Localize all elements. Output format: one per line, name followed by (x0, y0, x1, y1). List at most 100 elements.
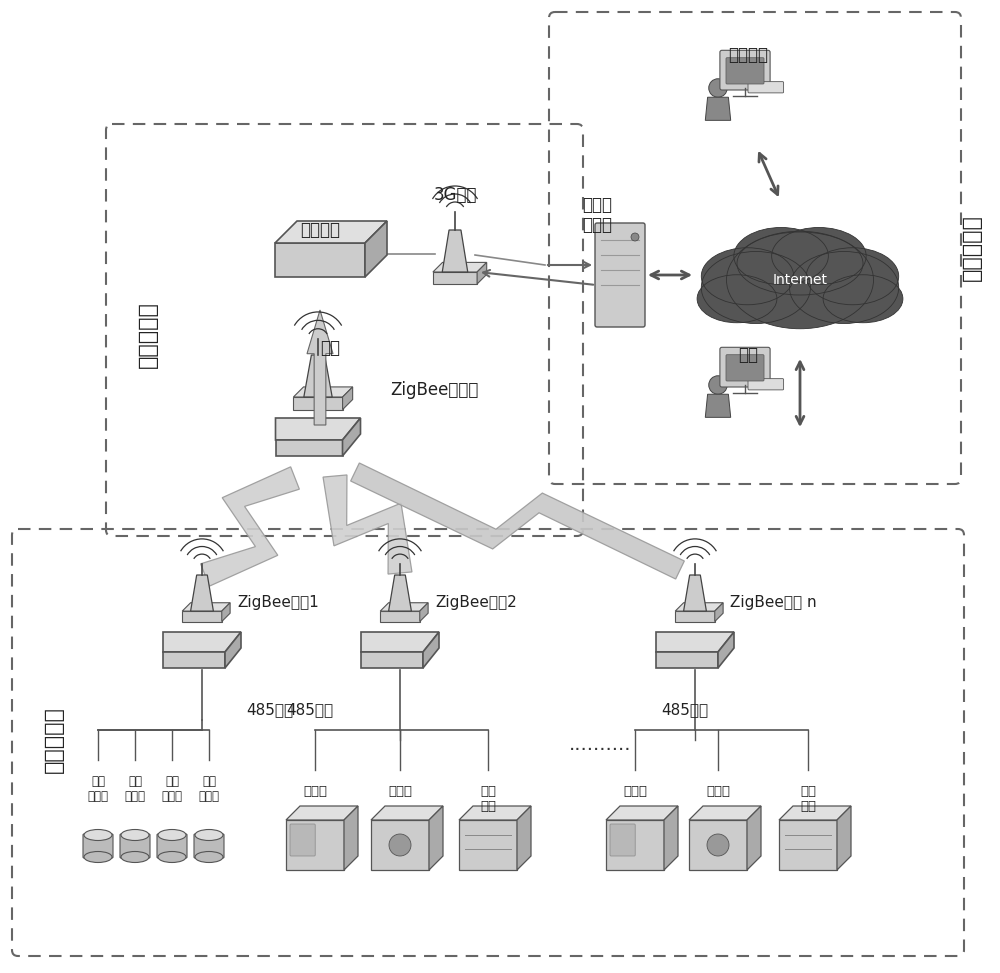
Polygon shape (656, 652, 718, 668)
FancyBboxPatch shape (120, 834, 150, 858)
Polygon shape (433, 272, 477, 284)
Polygon shape (423, 632, 439, 668)
FancyBboxPatch shape (290, 824, 315, 856)
Polygon shape (747, 806, 761, 870)
Circle shape (709, 376, 727, 394)
Ellipse shape (701, 251, 810, 323)
Polygon shape (837, 806, 851, 870)
Polygon shape (275, 221, 387, 243)
Ellipse shape (734, 228, 828, 284)
Ellipse shape (84, 830, 112, 841)
Ellipse shape (806, 248, 899, 305)
Ellipse shape (158, 830, 186, 841)
Polygon shape (442, 230, 468, 272)
Polygon shape (182, 602, 230, 611)
Polygon shape (163, 632, 241, 652)
Polygon shape (222, 602, 230, 622)
FancyBboxPatch shape (194, 834, 224, 858)
Circle shape (631, 233, 639, 241)
Polygon shape (361, 632, 439, 652)
Text: 用户: 用户 (738, 346, 758, 364)
Text: ZigBee终端2: ZigBee终端2 (435, 595, 517, 610)
Polygon shape (276, 418, 360, 440)
Text: ZigBee协调器: ZigBee协调器 (390, 381, 478, 399)
Polygon shape (344, 806, 358, 870)
Polygon shape (293, 387, 353, 397)
FancyBboxPatch shape (610, 824, 635, 856)
Text: 风力
传感器: 风力 传感器 (162, 775, 182, 803)
FancyBboxPatch shape (595, 223, 645, 327)
FancyBboxPatch shape (748, 82, 784, 92)
Text: 数据处理层: 数据处理层 (962, 215, 982, 281)
Polygon shape (477, 263, 487, 284)
Text: 3G模块: 3G模块 (433, 186, 477, 204)
Text: 485总线: 485总线 (286, 703, 334, 717)
Polygon shape (307, 310, 333, 425)
FancyBboxPatch shape (726, 355, 764, 381)
Polygon shape (429, 806, 443, 870)
Polygon shape (380, 602, 428, 611)
Circle shape (707, 834, 729, 856)
Circle shape (709, 79, 727, 97)
Polygon shape (182, 611, 222, 622)
Ellipse shape (790, 251, 899, 323)
Polygon shape (343, 387, 353, 410)
Text: 数据采集层: 数据采集层 (44, 706, 64, 774)
Text: 交直
流表: 交直 流表 (480, 785, 496, 813)
Ellipse shape (823, 274, 903, 323)
Polygon shape (779, 820, 837, 870)
Polygon shape (293, 397, 343, 410)
FancyBboxPatch shape (720, 51, 770, 90)
Text: ..........: .......... (569, 736, 631, 754)
Ellipse shape (195, 830, 223, 841)
Text: 485总线: 485总线 (661, 703, 709, 717)
Polygon shape (420, 602, 428, 622)
Polygon shape (517, 806, 531, 870)
Polygon shape (606, 806, 678, 820)
Ellipse shape (737, 232, 863, 295)
Polygon shape (606, 820, 664, 870)
Text: 汇流筱: 汇流筱 (388, 785, 412, 798)
Circle shape (389, 834, 411, 856)
Text: 工程师站: 工程师站 (728, 46, 768, 64)
Polygon shape (705, 394, 731, 417)
Text: ZigBee终端 n: ZigBee终端 n (730, 595, 817, 610)
Polygon shape (286, 806, 358, 820)
Text: Internet: Internet (772, 273, 828, 287)
Ellipse shape (84, 851, 112, 862)
Polygon shape (433, 263, 487, 272)
Text: 交直
流表: 交直 流表 (800, 785, 816, 813)
Ellipse shape (697, 274, 777, 323)
Ellipse shape (158, 851, 186, 862)
Polygon shape (664, 806, 678, 870)
Polygon shape (371, 806, 443, 820)
FancyBboxPatch shape (83, 834, 113, 858)
Polygon shape (459, 806, 531, 820)
FancyBboxPatch shape (720, 347, 770, 387)
Ellipse shape (772, 228, 866, 284)
Ellipse shape (121, 830, 149, 841)
Text: 数据中转层: 数据中转层 (138, 302, 158, 369)
Polygon shape (276, 440, 342, 456)
Polygon shape (380, 611, 420, 622)
Polygon shape (675, 611, 715, 622)
Text: ZigBee终端1: ZigBee终端1 (237, 595, 319, 610)
Ellipse shape (121, 851, 149, 862)
Polygon shape (689, 820, 747, 870)
Text: 485总线: 485总线 (246, 703, 294, 717)
Polygon shape (656, 632, 734, 652)
Polygon shape (342, 418, 360, 456)
Polygon shape (689, 806, 761, 820)
Polygon shape (323, 475, 412, 574)
Polygon shape (675, 602, 723, 611)
Text: 温度
传感器: 温度 传感器 (88, 775, 108, 803)
Polygon shape (201, 467, 299, 586)
Text: 逆变器: 逆变器 (623, 785, 647, 798)
Polygon shape (718, 632, 734, 668)
Text: 主控制器: 主控制器 (300, 221, 340, 239)
Polygon shape (389, 575, 411, 611)
Text: 逆变器: 逆变器 (303, 785, 327, 798)
Text: 串口: 串口 (320, 339, 340, 357)
Ellipse shape (701, 248, 794, 305)
Text: 湿度
传感器: 湿度 传感器 (124, 775, 146, 803)
